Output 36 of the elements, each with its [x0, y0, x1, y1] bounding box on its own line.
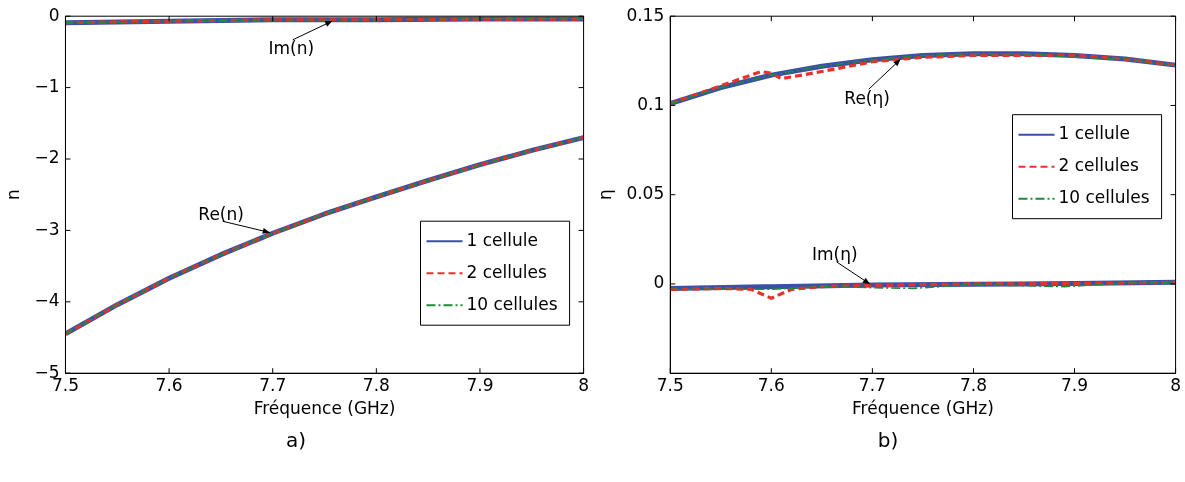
x-tick-label: 7.7: [858, 374, 886, 395]
x-tick-label: 7.9: [466, 374, 494, 395]
y-tick-label: −4: [34, 290, 60, 311]
y-axis-title: η: [594, 189, 615, 201]
y-tick-label: 0.1: [637, 93, 665, 114]
annotation: Re(n): [198, 203, 244, 224]
legend-label: 2 cellules: [466, 261, 547, 282]
y-tick-label: 0.15: [626, 4, 665, 25]
y-tick-label: 0: [48, 4, 60, 25]
x-tick-label: 7.8: [362, 374, 390, 395]
y-tick-label: 0: [653, 272, 665, 293]
annotation: Im(n): [268, 38, 315, 59]
x-axis-title: Fréquence (GHz): [852, 398, 994, 419]
legend-label: 10 cellules: [466, 293, 558, 314]
x-tick-label: 7.9: [1061, 374, 1089, 395]
annotation: Re(η): [844, 87, 890, 108]
x-tick-label: 7.6: [155, 374, 183, 395]
x-tick-label: 7.8: [959, 374, 987, 395]
text: a): [284, 428, 308, 452]
x-tick-label: 8: [1170, 374, 1182, 395]
annotation: Im(η): [811, 244, 858, 265]
y-tick-label: 0.05: [626, 183, 665, 204]
y-tick-label: −3: [34, 218, 60, 239]
y-axis-title: n: [2, 189, 23, 201]
x-tick-label: 7.5: [656, 374, 684, 395]
x-tick-label: 7.6: [757, 374, 785, 395]
x-axis-title: Fréquence (GHz): [253, 398, 396, 419]
legend-label: 2 cellules: [1058, 155, 1139, 176]
legend-label: 10 cellules: [1058, 187, 1150, 208]
text: b): [876, 428, 900, 452]
y-tick-label: −2: [34, 147, 60, 168]
x-tick-label: 8: [578, 374, 590, 395]
x-tick-label: 7.7: [259, 374, 287, 395]
legend-label: 1 cellule: [466, 229, 538, 250]
legend-label: 1 cellule: [1058, 123, 1130, 144]
y-tick-label: −1: [34, 76, 60, 97]
